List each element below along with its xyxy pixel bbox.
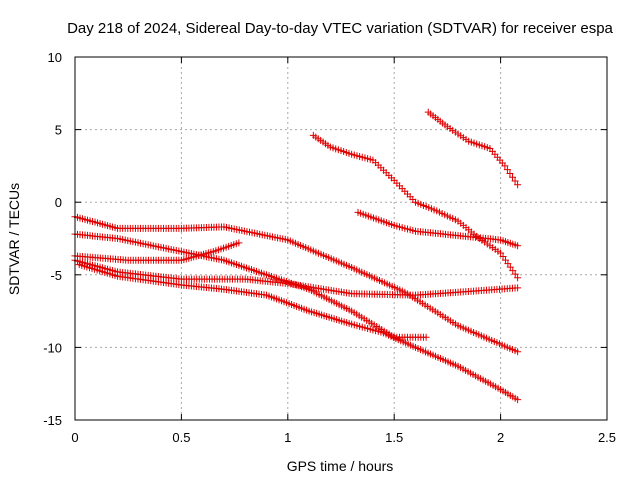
axis-ticks: 0 0.5 1 1.5 2 2.5 -15 -10 -5 0 5 10 (43, 50, 616, 445)
data-point (503, 166, 511, 174)
y-tick-label: 0 (55, 195, 62, 210)
series-track-4 (71, 256, 522, 299)
data-point (501, 256, 509, 264)
data-point (497, 249, 505, 257)
series-track-8 (424, 108, 522, 189)
series-track-5 (75, 261, 522, 404)
data-point (504, 260, 512, 268)
series-track-6 (309, 131, 522, 282)
y-axis-label: SDTVAR / TECUs (6, 183, 22, 295)
series-track-1 (71, 213, 522, 356)
x-tick-label: 1.5 (385, 430, 403, 445)
x-tick-label: 1 (284, 430, 291, 445)
series-track-7 (354, 208, 522, 250)
data-points (71, 108, 522, 404)
grid-lines (75, 57, 607, 420)
x-tick-label: 0.5 (172, 430, 190, 445)
data-point (514, 274, 522, 282)
x-axis-label: GPS time / hours (287, 458, 394, 474)
x-tick-label: 2 (497, 430, 504, 445)
data-point (514, 242, 522, 250)
plot-frame (74, 56, 608, 421)
data-point (506, 263, 514, 271)
data-point (514, 348, 522, 356)
y-tick-label: 5 (55, 123, 62, 138)
data-point (509, 267, 517, 275)
series-track-2 (71, 230, 430, 341)
y-tick-label: -10 (43, 340, 62, 355)
data-point (501, 162, 509, 170)
data-point (514, 284, 522, 292)
x-tick-label: 2.5 (598, 430, 616, 445)
series-track-3 (71, 239, 243, 264)
data-point (506, 169, 514, 177)
y-tick-label: -5 (50, 268, 62, 283)
data-point (422, 333, 430, 341)
data-point (509, 173, 517, 181)
data-point (235, 239, 243, 247)
chart-title: Day 218 of 2024, Sidereal Day-to-day VTE… (67, 20, 613, 37)
y-tick-label: -15 (43, 413, 62, 428)
data-point (514, 181, 522, 189)
data-point (514, 396, 522, 404)
y-tick-label: 10 (48, 50, 62, 65)
data-point (511, 270, 519, 278)
data-point (511, 177, 519, 185)
x-tick-label: 0 (71, 430, 78, 445)
data-point (499, 253, 507, 261)
